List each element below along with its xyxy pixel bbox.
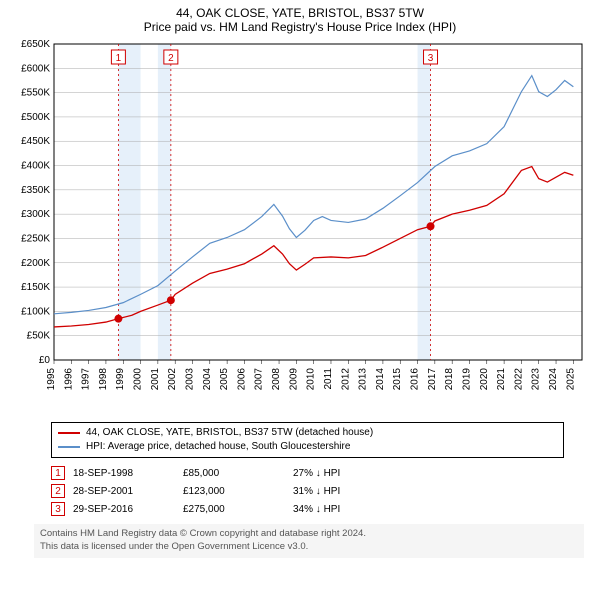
legend-swatch [58,446,80,448]
x-tick-label: 2002 [167,368,178,391]
x-tick-label: 2003 [184,368,195,391]
sale-marker-dot [114,315,122,323]
x-tick-label: 2017 [427,368,438,391]
sales-row-date: 29-SEP-2016 [73,504,183,515]
x-tick-label: 2005 [219,368,230,391]
sale-marker-id: 3 [428,53,434,64]
sales-row-id: 3 [51,502,65,516]
x-tick-label: 2025 [565,368,576,391]
chart-area: £0 £50K £100K £150K £200K £250K £300K £350K £400… [6,38,592,418]
y-tick-label: £0 [39,355,51,366]
x-tick-label: 2004 [202,368,213,391]
sales-row: 1 18-SEP-1998£85,00027% ↓ HPI [51,464,564,482]
x-tick-label: 2006 [236,368,247,391]
sales-row-date: 18-SEP-1998 [73,468,183,479]
sales-row-price: £275,000 [183,504,293,515]
y-tick-label: £100K [21,306,50,317]
x-tick-label: 2022 [513,368,524,391]
chart-title: 44, OAK CLOSE, YATE, BRISTOL, BS37 5TW [6,6,594,20]
sales-row-price: £123,000 [183,486,293,497]
chart-svg: £0 £50K £100K £150K £200K £250K £300K £350K £400… [6,38,592,418]
shaded-region [418,44,431,360]
x-tick-label: 1997 [81,368,92,391]
shaded-region [158,44,171,360]
y-tick-label: £650K [21,39,50,50]
y-tick-label: £450K [21,136,50,147]
sales-row: 2 28-SEP-2001£123,00031% ↓ HPI [51,482,564,500]
legend-row: HPI: Average price, detached house, Sout… [58,440,557,454]
y-tick-label: £150K [21,282,50,293]
x-tick-label: 2016 [410,368,421,391]
x-tick-label: 2012 [340,368,351,391]
sales-row-price: £85,000 [183,468,293,479]
x-tick-label: 2020 [479,368,490,391]
y-tick-label: £350K [21,185,50,196]
sale-marker-id: 1 [116,53,122,64]
x-tick-label: 2019 [461,368,472,391]
x-tick-label: 1995 [46,368,57,391]
x-tick-label: 2018 [444,368,455,391]
y-tick-label: £600K [21,63,50,74]
x-tick-label: 2007 [254,368,265,391]
y-tick-label: £400K [21,161,50,172]
x-tick-label: 2021 [496,368,507,391]
x-tick-label: 2000 [133,368,144,391]
x-tick-label: 2015 [392,368,403,391]
y-tick-label: £200K [21,258,50,269]
x-tick-label: 2011 [323,368,334,390]
sales-row: 3 29-SEP-2016£275,00034% ↓ HPI [51,500,564,518]
sales-row-date: 28-SEP-2001 [73,486,183,497]
sale-marker-id: 2 [168,53,174,64]
footer-line1: Contains HM Land Registry data © Crown c… [40,528,578,541]
x-tick-label: 2009 [288,368,299,391]
x-tick-label: 1998 [98,368,109,391]
y-tick-label: £500K [21,112,50,123]
sales-row-hpi: 34% ↓ HPI [293,504,413,515]
y-tick-label: £300K [21,209,50,220]
x-tick-label: 1996 [63,368,74,391]
y-tick-label: £50K [27,331,51,342]
x-tick-label: 2001 [150,368,161,391]
footer-line2: This data is licensed under the Open Gov… [40,541,578,554]
y-tick-label: £550K [21,88,50,99]
footer-attribution: Contains HM Land Registry data © Crown c… [34,524,584,558]
sales-row-id: 2 [51,484,65,498]
legend-row: 44, OAK CLOSE, YATE, BRISTOL, BS37 5TW (… [58,426,557,440]
legend-label: 44, OAK CLOSE, YATE, BRISTOL, BS37 5TW (… [86,426,373,440]
legend: 44, OAK CLOSE, YATE, BRISTOL, BS37 5TW (… [51,422,564,458]
sale-marker-dot [167,296,175,304]
x-tick-label: 2014 [375,368,386,391]
chart-subtitle: Price paid vs. HM Land Registry's House … [6,20,594,34]
legend-label: HPI: Average price, detached house, Sout… [86,440,350,454]
sales-row-hpi: 31% ↓ HPI [293,486,413,497]
x-tick-label: 1999 [115,368,126,391]
sales-row-id: 1 [51,466,65,480]
x-tick-label: 2013 [358,368,369,391]
x-tick-label: 2010 [306,368,317,391]
y-tick-label: £250K [21,233,50,244]
x-tick-label: 2008 [271,368,282,391]
sales-row-hpi: 27% ↓ HPI [293,468,413,479]
x-tick-label: 2023 [531,368,542,391]
sales-table: 1 18-SEP-1998£85,00027% ↓ HPI 2 28-SEP-2001… [51,464,564,518]
x-tick-label: 2024 [548,368,559,391]
legend-swatch [58,432,80,434]
sale-marker-dot [427,222,435,230]
